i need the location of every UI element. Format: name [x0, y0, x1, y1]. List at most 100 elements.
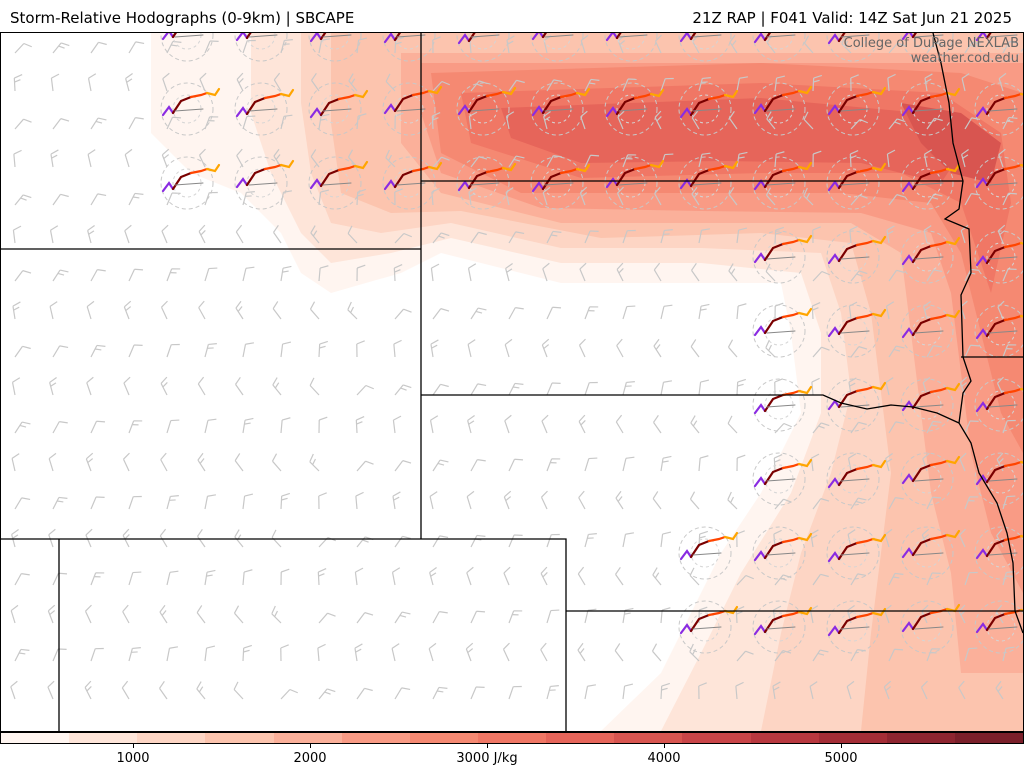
- wind-barb: [774, 650, 792, 662]
- storm-motion-vector: [988, 182, 1018, 186]
- wind-barb: [850, 346, 868, 358]
- wind-barb: [546, 79, 563, 92]
- storm-motion-vector: [322, 108, 352, 112]
- wind-barb: [622, 154, 637, 168]
- hodograph: [975, 241, 1023, 267]
- wind-barb: [698, 77, 711, 92]
- wind-barb: [470, 231, 487, 244]
- hodograph-ring: [974, 378, 1023, 432]
- hodograph: [753, 85, 813, 115]
- map-panel[interactable]: College of DuPage NEXLAB weather.cod.edu: [0, 32, 1024, 732]
- wind-barb: [432, 232, 450, 244]
- wind-barb: [432, 459, 449, 472]
- colorbar-swatch: [1, 733, 70, 743]
- wind-barb: [888, 42, 906, 54]
- wind-barb: [12, 301, 21, 320]
- wind-barb: [584, 533, 597, 548]
- colorbar-swatch: [682, 733, 751, 743]
- wind-barb: [432, 36, 441, 54]
- wind-barb: [356, 264, 366, 282]
- wind-barb: [394, 384, 412, 396]
- wind-barb: [347, 225, 358, 244]
- storm-motion-vector: [988, 256, 1018, 260]
- wind-barb: [122, 452, 130, 472]
- wind-barb: [812, 226, 821, 244]
- colorbar-tick-label: 4000: [647, 751, 681, 766]
- wind-barb: [356, 612, 374, 624]
- wind-barb: [318, 265, 329, 282]
- wind-barb: [698, 152, 711, 168]
- wind-barb: [503, 490, 512, 510]
- wind-barb: [318, 340, 329, 358]
- wind-barb: [546, 155, 562, 168]
- hodograph: [161, 163, 221, 193]
- wind-barb: [52, 269, 69, 282]
- wind-barb: [13, 74, 23, 92]
- hodograph: [679, 89, 739, 119]
- wind-barb: [87, 149, 96, 168]
- storm-motion-vector: [914, 330, 944, 334]
- wind-barb: [242, 644, 253, 662]
- hodograph-ring: [826, 378, 880, 432]
- wind-barb: [385, 73, 396, 92]
- wind-barb: [280, 568, 290, 586]
- wind-barb: [470, 80, 488, 92]
- hodograph: [753, 532, 813, 562]
- wind-barb: [354, 643, 363, 662]
- wind-barb: [727, 415, 738, 434]
- colorbar-swatch: [886, 733, 955, 743]
- wind-barb: [622, 456, 635, 472]
- wind-barb: [698, 379, 710, 396]
- wind-barb: [394, 36, 405, 54]
- storm-motion-vector: [914, 478, 944, 482]
- wind-barb: [318, 492, 327, 510]
- wind-barb: [920, 680, 928, 700]
- hodograph-ring: [382, 82, 436, 136]
- hodograph: [605, 33, 648, 42]
- wind-barb: [123, 376, 131, 396]
- colorbar-tick-label: 2000: [293, 751, 327, 766]
- storm-motion-vector: [988, 552, 1018, 556]
- wind-barb: [467, 339, 476, 358]
- wind-barb: [198, 148, 206, 168]
- wind-barb: [654, 34, 662, 54]
- wind-barb: [736, 227, 748, 244]
- storm-motion-vector: [322, 34, 352, 38]
- wind-barb: [689, 567, 700, 586]
- wind-barb: [393, 264, 403, 282]
- hodograph-ring: [308, 82, 362, 136]
- wind-barb: [923, 225, 932, 244]
- wind-barb: [204, 494, 217, 510]
- wind-barb: [736, 574, 754, 586]
- wind-barb: [128, 117, 144, 130]
- wind-barb: [546, 609, 560, 624]
- wind-barb: [204, 267, 218, 282]
- wind-barb: [810, 529, 819, 548]
- storm-motion-vector: [766, 108, 796, 112]
- hodograph: [309, 89, 369, 119]
- storm-motion-vector: [766, 552, 796, 556]
- wind-barb: [271, 453, 282, 472]
- wind-barb: [128, 41, 145, 54]
- hodograph-ring: [900, 600, 954, 654]
- hodograph: [679, 531, 739, 561]
- hodograph-ring: [752, 33, 806, 62]
- storm-motion-vector: [766, 626, 796, 630]
- storm-motion-vector: [988, 330, 1018, 334]
- wind-barb: [432, 383, 449, 396]
- hodograph-ring: [604, 82, 658, 136]
- wind-barb: [615, 490, 624, 510]
- wind-barb: [160, 376, 168, 396]
- wind-barb: [393, 339, 402, 358]
- wind-barb: [616, 338, 624, 358]
- wind-barb: [964, 571, 978, 586]
- wind-barb: [90, 193, 107, 206]
- wind-barb: [546, 306, 562, 320]
- colorbar-tick: [310, 744, 311, 748]
- wind-barb: [774, 226, 785, 244]
- wind-barb: [273, 72, 282, 92]
- wind-barb: [584, 684, 597, 700]
- wind-barb: [128, 344, 143, 358]
- wind-barb: [128, 192, 144, 206]
- wind-barb: [926, 345, 942, 358]
